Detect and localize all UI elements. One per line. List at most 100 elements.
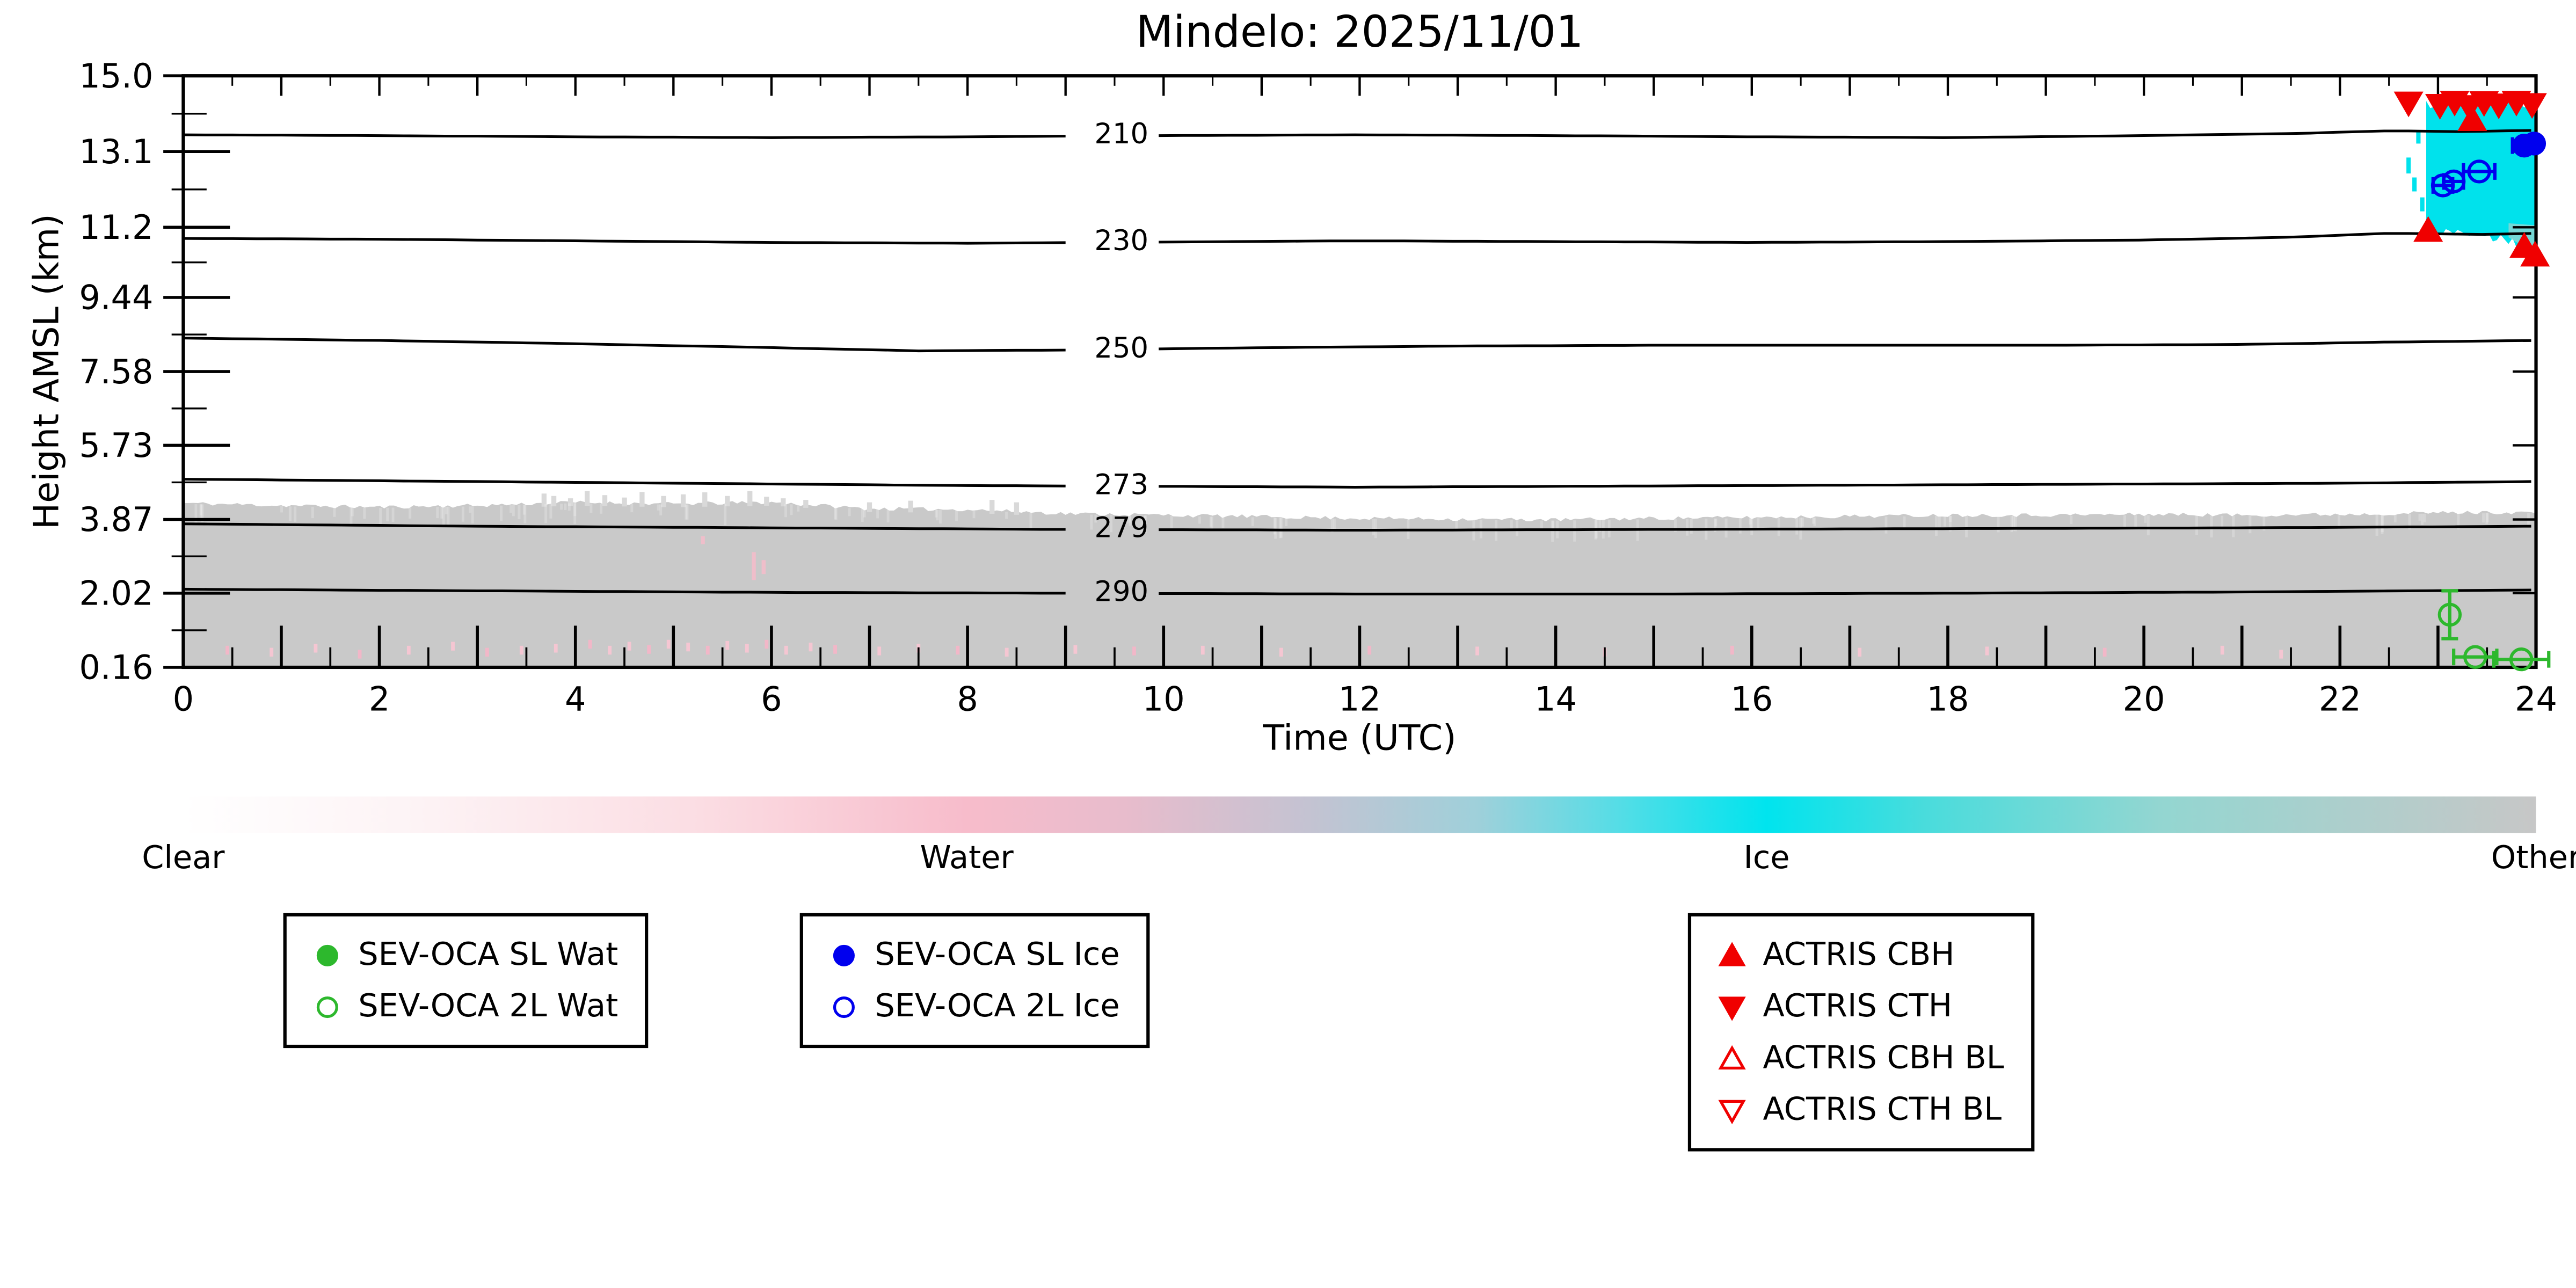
water-mark xyxy=(1132,646,1136,656)
isotherm-line xyxy=(183,478,1066,487)
y-tick-label: 13.1 xyxy=(79,132,153,171)
other-streak xyxy=(551,496,557,507)
water-mark xyxy=(1367,645,1372,655)
water-mark xyxy=(686,642,690,652)
x-tick-label: 6 xyxy=(761,680,782,719)
legend-box-0: SEV-OCA SL Wat SEV-OCA 2L Wat xyxy=(283,913,649,1049)
water-mark xyxy=(1858,647,1862,657)
legend-box-2: ACTRIS CBH ACTRIS CTH ACTRIS CBH BL ACTRIS … xyxy=(1687,913,2034,1152)
isotherm-line xyxy=(183,587,1066,595)
isotherm-label: 273 xyxy=(1094,469,1148,501)
water-mark xyxy=(1073,645,1078,654)
water-streak xyxy=(761,560,766,574)
isotherm-line xyxy=(183,237,1066,245)
x-tick-label: 22 xyxy=(2319,680,2361,719)
x-axis-label: Time (UTC) xyxy=(1263,718,1457,759)
ice-column xyxy=(2416,130,2421,144)
water-mark xyxy=(1279,647,1283,657)
isotherm-line xyxy=(1159,129,2531,139)
water-mark xyxy=(833,645,838,654)
water-mark xyxy=(666,639,671,649)
isotherm-line xyxy=(1159,525,2531,532)
series-sev-oca-2l-ice xyxy=(2431,159,2497,198)
isotherm-label: 250 xyxy=(1094,332,1148,365)
other-streak xyxy=(803,500,809,508)
other-streak xyxy=(725,496,730,507)
water-streak xyxy=(701,536,705,544)
water-mark xyxy=(765,639,769,649)
isotherm-line xyxy=(1159,232,2531,244)
other-streak xyxy=(567,498,573,506)
water-mark xyxy=(358,650,362,659)
ice-column xyxy=(2406,157,2411,174)
classification-layers xyxy=(183,98,2536,667)
legend-item: SEV-OCA 2L Ice xyxy=(830,988,1120,1025)
x-tick-label: 10 xyxy=(1143,680,1185,719)
series-actris-cbh xyxy=(2413,105,2550,267)
y-tick-label: 7.58 xyxy=(79,352,153,391)
y-tick-label: 11.2 xyxy=(79,208,153,247)
legend-item: ACTRIS CBH BL xyxy=(1718,1040,2004,1076)
legend-item: SEV-OCA SL Wat xyxy=(313,936,618,973)
y-tick-label: 2.02 xyxy=(79,574,153,613)
water-streak xyxy=(752,552,756,580)
water-mark xyxy=(809,642,813,652)
other-streak xyxy=(747,491,753,506)
y-tick-label: 9.44 xyxy=(79,278,153,317)
water-mark xyxy=(225,645,229,655)
water-mark xyxy=(1200,645,1205,655)
isotherm-line xyxy=(1159,588,2531,595)
ice-region xyxy=(2426,98,2536,258)
isotherm-line xyxy=(183,133,1066,139)
isotherm-label: 279 xyxy=(1094,512,1148,544)
other-streak xyxy=(602,495,608,506)
x-tick-label: 18 xyxy=(1926,680,1969,719)
legend-item-label: ACTRIS CTH BL xyxy=(1763,1091,2002,1129)
x-tick-label: 2 xyxy=(369,680,390,719)
y-tick-label: 3.87 xyxy=(79,500,153,539)
legend-item-label: SEV-OCA SL Wat xyxy=(358,936,618,973)
ice-column xyxy=(2412,177,2417,192)
water-mark xyxy=(406,645,411,655)
circle-open-marker-icon xyxy=(316,995,338,1017)
other-streak xyxy=(867,502,872,512)
colorbar-label-clear: Clear xyxy=(142,840,225,877)
x-tick-label: 14 xyxy=(1534,680,1577,719)
triangle-down-open-marker-icon xyxy=(1718,1099,1746,1124)
legend-item-label: SEV-OCA 2L Wat xyxy=(358,988,618,1025)
other-streak xyxy=(680,494,686,507)
legend-item-label: ACTRIS CBH BL xyxy=(1763,1039,2004,1076)
other-streak xyxy=(764,497,769,506)
water-mark xyxy=(2220,645,2224,655)
legend-item: SEV-OCA 2L Wat xyxy=(313,988,618,1025)
x-tick-label: 24 xyxy=(2515,680,2557,719)
colorbar-label-ice: Ice xyxy=(1743,840,1790,877)
series-sev-oca-2l-wat-low xyxy=(2452,645,2551,672)
colorbar-label-other: Other xyxy=(2491,840,2576,877)
legend-item: ACTRIS CTH xyxy=(1718,988,2004,1025)
water-mark xyxy=(647,645,651,654)
water-mark xyxy=(2279,650,2283,659)
triangle-up-open-marker-icon xyxy=(1718,1044,1746,1069)
colorbar-label-water: Water xyxy=(920,840,1014,877)
water-mark xyxy=(745,644,749,653)
other-streak xyxy=(1014,502,1020,515)
other-streak xyxy=(908,500,913,513)
circle-filled-marker-icon xyxy=(833,944,855,966)
triangle-down-filled-marker-icon xyxy=(1718,995,1746,1021)
y-tick-label: 5.73 xyxy=(79,426,153,465)
water-mark xyxy=(485,647,489,657)
legend-item: ACTRIS CBH xyxy=(1718,936,2004,973)
water-mark xyxy=(725,641,730,650)
triangle-up-filled-marker-icon xyxy=(1718,941,1746,966)
isotherm-line xyxy=(1159,480,2531,489)
x-tick-label: 16 xyxy=(1730,680,1773,719)
series-actris-cth xyxy=(2393,91,2547,121)
water-mark xyxy=(588,639,592,649)
legend-item-label: SEV-OCA SL Ice xyxy=(875,936,1120,973)
other-streak xyxy=(989,500,995,514)
water-mark xyxy=(705,645,710,655)
isotherm-label: 230 xyxy=(1094,224,1148,257)
isotherm-line xyxy=(1159,339,2531,351)
